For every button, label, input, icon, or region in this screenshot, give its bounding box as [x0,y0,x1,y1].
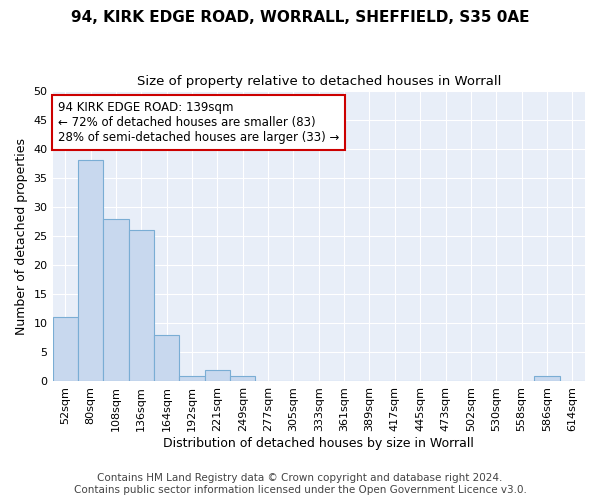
Bar [53,318,78,382]
Bar [154,335,179,382]
Bar [230,376,256,382]
Bar [103,218,128,382]
Text: 94 KIRK EDGE ROAD: 139sqm
← 72% of detached houses are smaller (83)
28% of semi-: 94 KIRK EDGE ROAD: 139sqm ← 72% of detac… [58,100,339,144]
X-axis label: Distribution of detached houses by size in Worrall: Distribution of detached houses by size … [163,437,474,450]
Text: Contains HM Land Registry data © Crown copyright and database right 2024.
Contai: Contains HM Land Registry data © Crown c… [74,474,526,495]
Y-axis label: Number of detached properties: Number of detached properties [15,138,28,334]
Bar [128,230,154,382]
Title: Size of property relative to detached houses in Worrall: Size of property relative to detached ho… [137,75,501,88]
Bar [534,376,560,382]
Bar [78,160,103,382]
Bar [179,376,205,382]
Text: 94, KIRK EDGE ROAD, WORRALL, SHEFFIELD, S35 0AE: 94, KIRK EDGE ROAD, WORRALL, SHEFFIELD, … [71,10,529,25]
Bar [205,370,230,382]
